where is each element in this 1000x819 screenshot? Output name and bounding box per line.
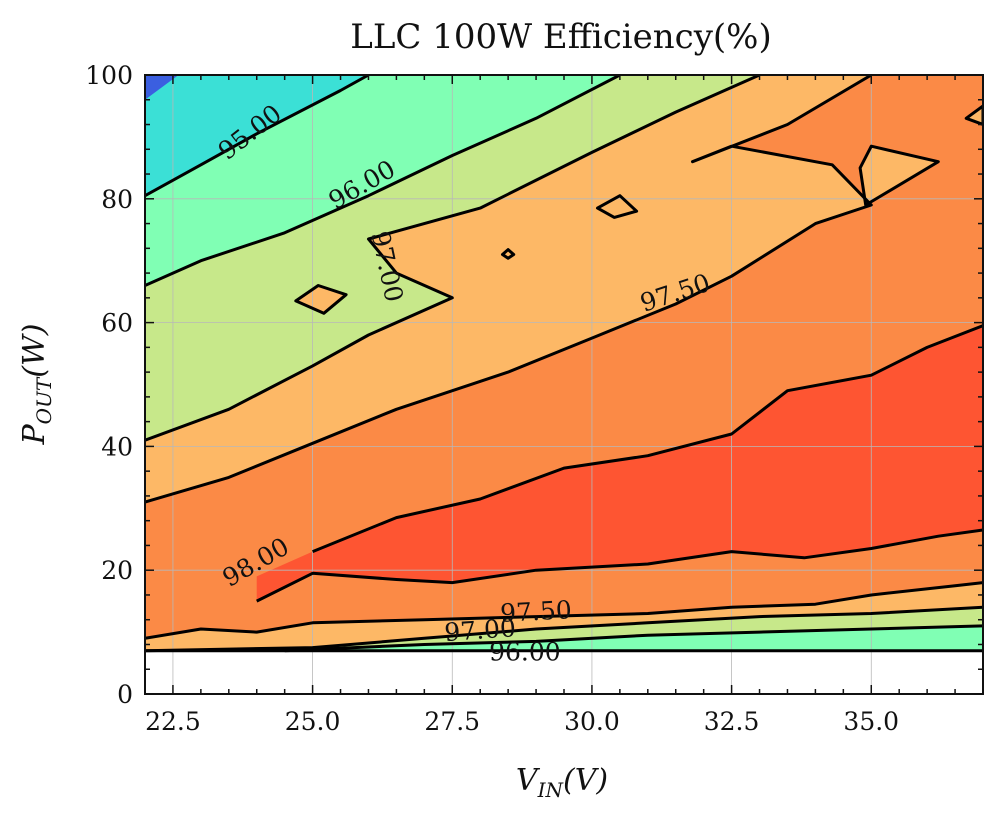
axis-ticks: 22.5 25.0 27.5 30.0 32.5 35.0 0 20 40 60 80 100 (85, 61, 984, 736)
x-tick-label-25.0: 25.0 (285, 707, 341, 736)
x-tick-label-32.5: 32.5 (704, 707, 760, 736)
contour-label-97.00: 97.00 (443, 613, 516, 647)
contour-fill-regions (145, 75, 983, 694)
region-below-94-bottom (145, 650, 983, 694)
y-tick-label-40: 40 (101, 432, 133, 461)
x-axis-label: VIN(V) (516, 763, 608, 802)
region-96-97-lower (145, 607, 983, 651)
region-94-95 (145, 75, 369, 196)
contour-line-97.5-3 (145, 75, 873, 504)
y-tick-label-20: 20 (101, 556, 133, 585)
contour-label-97.50: 97.50 (499, 595, 572, 628)
contour-line-96-8 (284, 624, 983, 653)
contour-line-97.5-6 (145, 581, 983, 640)
contour-line-97-7 (145, 605, 983, 653)
region-above-98 (256, 325, 983, 602)
grid-lines (145, 75, 983, 694)
y-tick-label-0: 0 (117, 680, 133, 709)
x-tick-label-27.5: 27.5 (424, 707, 480, 736)
x-tick-label-22.5: 22.5 (145, 707, 201, 736)
island-contour-1 (596, 194, 639, 219)
contour-line-96-1 (145, 75, 621, 287)
island-contour-2 (501, 248, 516, 260)
x-tick-label-35.0: 35.0 (843, 707, 899, 736)
chart-title: LLC 100W Efficiency(%) (350, 17, 772, 57)
contour-line-95-0 (145, 75, 370, 198)
y-tick-label-80: 80 (101, 185, 133, 214)
contour-line-98-4 (256, 528, 983, 603)
contour-lines (145, 75, 983, 653)
island-contour-3 (858, 144, 940, 207)
island-contour-0 (294, 284, 348, 315)
contour-label-96.00: 96.00 (489, 637, 561, 666)
x-tick-label-30.0: 30.0 (564, 707, 620, 736)
contour-line-97-2 (145, 75, 761, 442)
island-fill-3 (860, 146, 939, 205)
y-tick-label-100: 100 (85, 61, 133, 90)
island-contour-4 (964, 104, 983, 126)
y-tick-label-60: 60 (101, 309, 133, 338)
region-below-94-top (145, 75, 179, 100)
y-axis-label: POUT(W) (17, 323, 56, 445)
contour-line-98-5 (312, 324, 983, 553)
